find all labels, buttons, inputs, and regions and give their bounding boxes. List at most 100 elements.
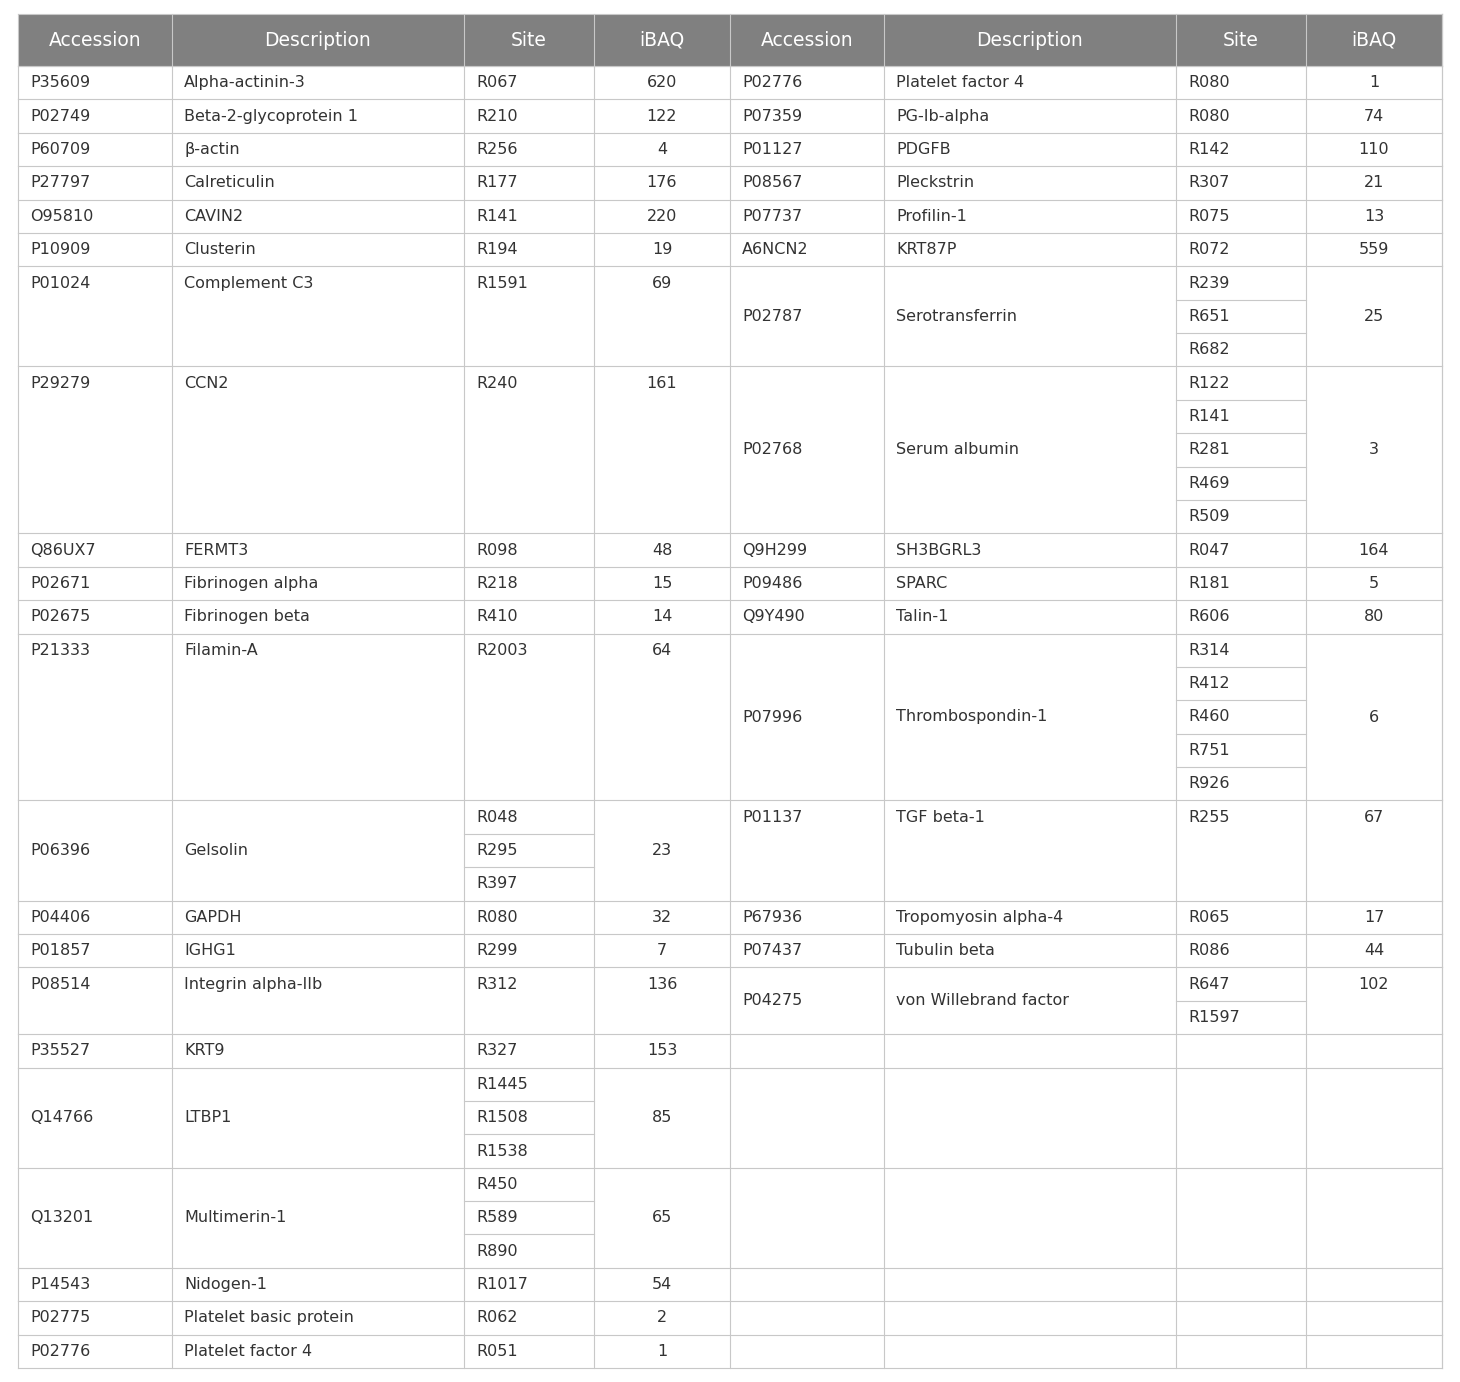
Bar bbox=[1175, 234, 1307, 267]
Bar bbox=[1175, 567, 1307, 600]
Text: SPARC: SPARC bbox=[896, 576, 948, 591]
Text: R141: R141 bbox=[1188, 409, 1229, 424]
Bar bbox=[883, 199, 1175, 234]
Bar bbox=[730, 1168, 883, 1201]
Bar bbox=[1307, 600, 1442, 633]
Bar bbox=[730, 166, 883, 199]
Bar bbox=[730, 1335, 883, 1368]
Bar bbox=[464, 967, 594, 1034]
Bar bbox=[1307, 1168, 1442, 1267]
Text: 44: 44 bbox=[1364, 943, 1384, 958]
Bar bbox=[730, 366, 883, 533]
Bar bbox=[464, 267, 594, 366]
Bar bbox=[1175, 1067, 1307, 1101]
Text: KRT87P: KRT87P bbox=[896, 242, 956, 257]
Bar bbox=[1175, 767, 1307, 800]
Text: 3: 3 bbox=[1369, 442, 1380, 457]
Bar bbox=[464, 1302, 594, 1335]
Bar bbox=[883, 533, 1175, 567]
Bar bbox=[464, 166, 594, 199]
Bar bbox=[172, 800, 464, 901]
Text: R080: R080 bbox=[1188, 109, 1229, 123]
Bar bbox=[18, 14, 172, 66]
Bar bbox=[594, 267, 730, 366]
Bar bbox=[464, 1034, 594, 1067]
Bar bbox=[883, 267, 1175, 366]
Bar bbox=[18, 1067, 172, 1168]
Bar bbox=[1175, 600, 1307, 633]
Bar bbox=[18, 267, 172, 366]
Bar bbox=[1307, 234, 1442, 267]
Text: Q14766: Q14766 bbox=[31, 1110, 93, 1125]
Bar bbox=[1307, 14, 1442, 66]
Bar bbox=[1307, 800, 1442, 833]
Text: 176: 176 bbox=[647, 176, 677, 191]
Bar bbox=[464, 234, 594, 267]
Bar bbox=[1175, 1067, 1307, 1168]
Bar bbox=[594, 1034, 730, 1067]
Bar bbox=[18, 199, 172, 234]
Bar bbox=[883, 600, 1175, 633]
Bar bbox=[172, 66, 464, 100]
Bar bbox=[18, 366, 172, 533]
Text: Integrin alpha-IIb: Integrin alpha-IIb bbox=[184, 977, 323, 991]
Text: R051: R051 bbox=[476, 1343, 518, 1359]
Bar bbox=[594, 14, 730, 66]
Bar bbox=[594, 800, 730, 901]
Bar bbox=[1175, 967, 1307, 1001]
Text: 21: 21 bbox=[1364, 176, 1384, 191]
Text: R509: R509 bbox=[1188, 509, 1229, 524]
Bar bbox=[1175, 366, 1307, 533]
Text: P02749: P02749 bbox=[31, 109, 91, 123]
Bar bbox=[883, 1067, 1175, 1101]
Bar bbox=[1175, 100, 1307, 133]
Bar bbox=[1307, 967, 1442, 1034]
Bar bbox=[172, 1335, 464, 1368]
Bar bbox=[172, 199, 464, 234]
Text: 102: 102 bbox=[1359, 977, 1390, 991]
Bar bbox=[172, 633, 464, 800]
Bar bbox=[1175, 967, 1307, 1034]
Text: 5: 5 bbox=[1369, 576, 1380, 591]
Bar bbox=[172, 600, 464, 633]
Bar bbox=[464, 199, 594, 234]
Bar bbox=[594, 1034, 730, 1067]
Bar bbox=[172, 1034, 464, 1067]
Bar bbox=[18, 1034, 172, 1067]
Bar bbox=[1307, 267, 1442, 366]
Bar bbox=[594, 66, 730, 100]
Text: iBAQ: iBAQ bbox=[1352, 30, 1397, 50]
Bar bbox=[464, 934, 594, 967]
Bar bbox=[594, 901, 730, 934]
Text: Multimerin-1: Multimerin-1 bbox=[184, 1211, 286, 1226]
Text: 54: 54 bbox=[651, 1277, 672, 1292]
Bar bbox=[594, 267, 730, 300]
Text: SH3BGRL3: SH3BGRL3 bbox=[896, 543, 981, 557]
Bar bbox=[594, 901, 730, 934]
Text: R072: R072 bbox=[1188, 242, 1229, 257]
Bar bbox=[730, 1302, 883, 1335]
Bar bbox=[730, 800, 883, 901]
Bar bbox=[172, 1267, 464, 1302]
Bar bbox=[730, 100, 883, 133]
Text: 48: 48 bbox=[651, 543, 672, 557]
Bar bbox=[1175, 133, 1307, 166]
Bar bbox=[18, 934, 172, 967]
Bar bbox=[464, 133, 594, 166]
Text: 74: 74 bbox=[1364, 109, 1384, 123]
Text: PG-Ib-alpha: PG-Ib-alpha bbox=[896, 109, 990, 123]
Text: R299: R299 bbox=[476, 943, 517, 958]
Bar bbox=[1175, 199, 1307, 234]
Text: Profilin-1: Profilin-1 bbox=[896, 209, 967, 224]
Text: R1445: R1445 bbox=[476, 1077, 527, 1092]
Text: 153: 153 bbox=[647, 1043, 677, 1059]
Text: R410: R410 bbox=[476, 609, 518, 625]
Bar bbox=[172, 366, 464, 399]
Bar bbox=[18, 199, 172, 234]
Bar bbox=[18, 1168, 172, 1267]
Bar bbox=[594, 1335, 730, 1368]
Bar bbox=[18, 1335, 172, 1368]
Bar bbox=[1175, 1034, 1307, 1067]
Text: Site: Site bbox=[511, 30, 548, 50]
Text: 164: 164 bbox=[1359, 543, 1390, 557]
